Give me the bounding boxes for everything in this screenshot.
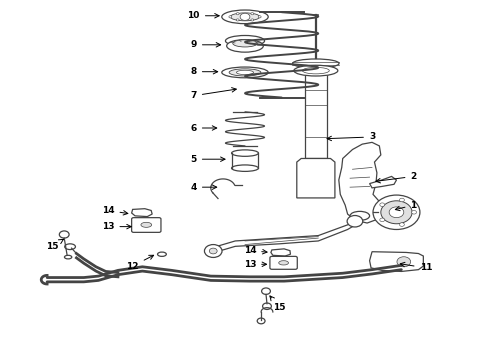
Circle shape (412, 211, 416, 214)
Text: 1: 1 (395, 201, 416, 211)
Text: 8: 8 (191, 67, 218, 76)
Text: 12: 12 (126, 255, 153, 271)
Circle shape (258, 16, 261, 18)
Circle shape (251, 13, 254, 15)
FancyBboxPatch shape (270, 256, 297, 269)
Ellipse shape (232, 150, 258, 156)
Text: 14: 14 (102, 206, 128, 215)
Ellipse shape (279, 261, 289, 265)
Circle shape (399, 198, 404, 202)
Text: 15: 15 (46, 239, 64, 251)
Circle shape (347, 216, 363, 227)
Circle shape (381, 201, 412, 224)
Ellipse shape (237, 70, 253, 75)
Circle shape (204, 244, 222, 257)
Text: 6: 6 (191, 123, 217, 132)
Circle shape (373, 195, 420, 229)
Text: 9: 9 (191, 40, 220, 49)
Ellipse shape (233, 40, 257, 47)
Circle shape (251, 19, 254, 21)
Polygon shape (297, 158, 335, 198)
Circle shape (262, 288, 270, 294)
Text: 14: 14 (244, 246, 267, 255)
Polygon shape (211, 220, 357, 253)
Text: 5: 5 (191, 155, 225, 164)
Ellipse shape (65, 244, 75, 249)
Polygon shape (132, 209, 152, 217)
Ellipse shape (158, 252, 166, 256)
Ellipse shape (229, 69, 261, 76)
Polygon shape (369, 176, 396, 188)
Polygon shape (271, 249, 291, 256)
Ellipse shape (227, 40, 263, 52)
FancyBboxPatch shape (132, 218, 161, 232)
Circle shape (380, 218, 385, 222)
Text: 15: 15 (270, 296, 286, 312)
Ellipse shape (232, 165, 258, 171)
Text: 13: 13 (244, 260, 267, 269)
Polygon shape (305, 72, 327, 158)
Circle shape (257, 318, 265, 324)
Circle shape (59, 231, 69, 238)
Circle shape (209, 248, 217, 254)
Ellipse shape (141, 222, 152, 227)
Circle shape (389, 207, 404, 218)
Ellipse shape (294, 65, 338, 76)
Circle shape (229, 16, 232, 18)
Text: 7: 7 (191, 87, 236, 100)
Ellipse shape (222, 10, 268, 24)
Circle shape (263, 303, 271, 310)
Ellipse shape (293, 59, 339, 68)
Ellipse shape (230, 13, 260, 21)
Text: 13: 13 (102, 222, 131, 231)
Text: 10: 10 (188, 11, 219, 20)
Circle shape (380, 203, 385, 207)
Circle shape (240, 13, 250, 21)
Ellipse shape (302, 67, 329, 74)
Circle shape (236, 13, 239, 15)
Ellipse shape (225, 36, 265, 46)
Text: 2: 2 (376, 172, 416, 183)
Ellipse shape (222, 67, 268, 78)
Text: 11: 11 (400, 262, 432, 273)
Circle shape (397, 257, 411, 267)
Ellipse shape (65, 255, 72, 259)
Polygon shape (339, 142, 382, 223)
Circle shape (399, 223, 404, 226)
Text: 3: 3 (327, 132, 375, 141)
Polygon shape (369, 252, 423, 271)
Circle shape (236, 19, 239, 21)
Ellipse shape (350, 211, 369, 220)
Text: 4: 4 (191, 183, 217, 192)
